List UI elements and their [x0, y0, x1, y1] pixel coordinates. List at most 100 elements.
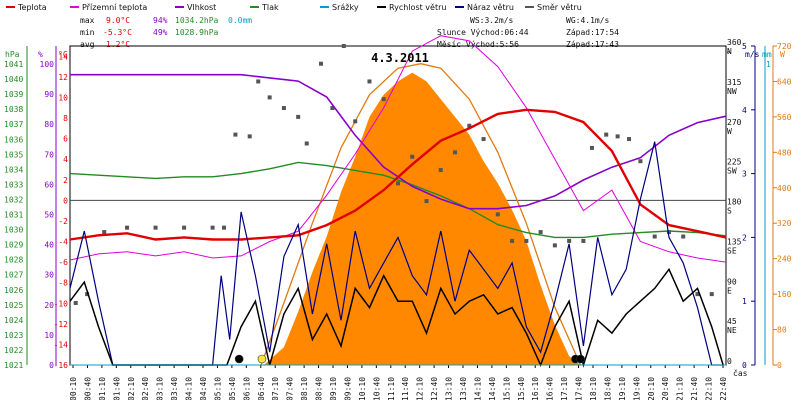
- wind-direction-point: [495, 212, 500, 217]
- direction-tick-dir: W: [727, 127, 732, 136]
- x-tick-label: 09:40: [343, 377, 352, 400]
- direction-tick-deg: 315: [727, 78, 742, 87]
- x-tick-label: 03:10: [156, 377, 165, 400]
- stat-sun-set: Západ:17:54: [566, 28, 619, 37]
- direction-tick-dir: NW: [727, 87, 737, 96]
- degc-tick-label: -8: [58, 279, 68, 288]
- wind-direction-point: [453, 150, 458, 155]
- x-tick-label: 18:40: [603, 377, 612, 400]
- moonrise-marker: [234, 354, 244, 364]
- sunrise-marker: [257, 354, 267, 364]
- x-tick-label: 08:40: [315, 377, 324, 400]
- stat-wg: WG:4.1m/s: [566, 16, 610, 25]
- axis-unit-hpa: hPa: [5, 50, 20, 59]
- wind-direction-point: [85, 292, 90, 297]
- x-tick-label: 11:10: [387, 377, 396, 400]
- stat-sun: Slunce Východ:06:44: [437, 28, 529, 37]
- x-tick-label: 01:40: [112, 377, 121, 400]
- x-tick-label: 01:10: [98, 377, 107, 400]
- wind-direction-point: [256, 79, 261, 84]
- wind-direction-point: [296, 114, 301, 119]
- wind-direction-point: [681, 234, 686, 239]
- degc-tick-label: 12: [58, 73, 68, 82]
- stat-max-rain: 0.0mm: [228, 16, 252, 25]
- x-tick-label: 21:40: [690, 377, 699, 400]
- x-tick-label: 22:10: [705, 377, 714, 400]
- x-tick-label: 14:40: [488, 377, 497, 400]
- stat-min-temp: -5.3°C: [103, 28, 132, 37]
- stat-min-press: 1028.9hPa: [175, 28, 219, 37]
- x-tick-label: 07:40: [286, 377, 295, 400]
- stat-min-label: min: [80, 28, 95, 37]
- direction-tick-dir: SE: [727, 246, 737, 255]
- w-tick-label: 720: [777, 42, 792, 51]
- wind-direction-point: [410, 154, 415, 159]
- ms-tick-label: 4: [742, 106, 747, 115]
- wind-direction-point: [615, 134, 620, 139]
- chart-title: 4.3.2011: [371, 51, 429, 65]
- degc-tick-label: 2: [63, 176, 68, 185]
- degc-tick-label: 0: [63, 196, 68, 205]
- axis-unit-pct: %: [38, 50, 43, 59]
- stat-max-label: max: [80, 16, 95, 25]
- x-axis-label: čas: [733, 368, 748, 378]
- direction-tick-deg: 45: [727, 317, 737, 326]
- stat-min-hum: 49%: [153, 28, 168, 37]
- ground-temperature-line: [69, 35, 727, 263]
- pressure-line: [69, 161, 727, 239]
- wind-direction-point: [367, 79, 372, 84]
- hpa-tick-label: 1031: [4, 211, 23, 220]
- axis-unit-degc: °C: [58, 50, 68, 59]
- x-tick-label: 21:10: [676, 377, 685, 400]
- w-tick-label: 160: [777, 290, 792, 299]
- stat-ws: WS:3.2m/s: [470, 16, 514, 25]
- axis-mm-top-tick: 1: [766, 60, 771, 69]
- wind-direction-point: [304, 141, 309, 146]
- wind-direction-point: [552, 243, 557, 248]
- ms-tick-label: 0: [742, 361, 747, 370]
- w-tick-label: 480: [777, 148, 792, 157]
- wind-direction-point: [396, 181, 400, 186]
- degc-tick-label: 8: [63, 114, 68, 123]
- degc-tick-label: -16: [54, 361, 69, 370]
- wind-direction-point: [210, 225, 215, 230]
- w-tick-label: 240: [777, 255, 792, 264]
- wind-direction-point: [182, 225, 187, 230]
- x-tick-label: 05:40: [228, 377, 237, 400]
- stat-avg-temp: 1.2°C: [106, 40, 130, 49]
- x-tick-label: 18:10: [589, 377, 598, 400]
- wind-direction-point: [524, 238, 529, 243]
- x-tick-label: 10:10: [358, 377, 367, 400]
- x-tick-label: 17:10: [560, 377, 569, 400]
- x-tick-label: 04:40: [199, 377, 208, 400]
- stat-max-press: 1034.2hPa: [175, 16, 219, 25]
- pct-tick-label: 70: [44, 150, 54, 159]
- wind-direction-point: [467, 123, 472, 128]
- wind-direction-point: [125, 225, 130, 230]
- pct-tick-label: 30: [44, 271, 54, 280]
- hpa-tick-label: 1022: [4, 346, 23, 355]
- wind-direction-point: [538, 230, 543, 235]
- pct-tick-label: 90: [44, 90, 54, 99]
- x-tick-label: 11:40: [401, 377, 410, 400]
- legend-label: Rychlost větru: [389, 3, 446, 12]
- direction-tick-deg: 180: [727, 198, 742, 207]
- hpa-tick-label: 1034: [4, 165, 23, 174]
- x-tick-label: 13:10: [445, 377, 454, 400]
- wind-direction-point: [666, 230, 671, 235]
- w-tick-label: 320: [777, 219, 792, 228]
- pct-tick-label: 20: [44, 301, 54, 310]
- stats-block: max 9.0°C 94% 1034.2hPa 0.0mm min -5.3°C…: [80, 16, 619, 49]
- x-tick-label: 10:40: [372, 377, 381, 400]
- w-tick-label: 400: [777, 184, 792, 193]
- hpa-tick-label: 1028: [4, 256, 23, 265]
- w-tick-label: 0: [777, 361, 782, 370]
- hpa-tick-label: 1024: [4, 316, 23, 325]
- x-tick-label: 15:40: [517, 377, 526, 400]
- x-tick-label: 07:10: [271, 377, 280, 400]
- wind-direction-point: [627, 137, 632, 142]
- x-tick-label: 09:10: [329, 377, 338, 400]
- direction-tick-deg: 135: [727, 237, 742, 246]
- degc-tick-label: -10: [54, 299, 69, 308]
- direction-tick-dir: S: [727, 207, 732, 216]
